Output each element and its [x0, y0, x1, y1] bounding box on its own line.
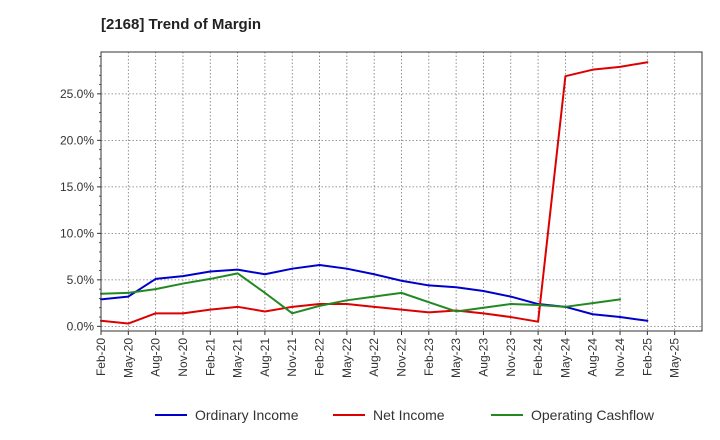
legend-label-net-income: Net Income: [373, 407, 445, 423]
x-tick-label: May-25: [668, 338, 682, 378]
x-tick-label: Aug-21: [258, 338, 272, 377]
x-tick-label: Nov-20: [176, 338, 190, 377]
plot-background: [101, 52, 702, 331]
chart-title: [2168] Trend of Margin: [101, 16, 262, 33]
x-tick-label: Nov-23: [504, 338, 518, 377]
series-line-net-income: [100, 61, 649, 325]
series-layer: [100, 61, 649, 325]
y-axis: 0.0% 5.0% 10.0% 15.0% 20.0% 25.0%: [60, 56, 101, 333]
x-tick-label: May-22: [340, 338, 354, 378]
x-tick-label: Nov-24: [613, 338, 627, 377]
x-tick-label: Feb-22: [313, 338, 327, 376]
y-tick-label: 0.0%: [67, 319, 95, 333]
x-tick-label: May-21: [231, 338, 245, 378]
y-tick-label: 10.0%: [60, 226, 94, 240]
legend-label-ordinary-income: Ordinary Income: [195, 407, 299, 423]
legend: Ordinary Income Net Income Operating Cashf…: [155, 407, 655, 423]
x-tick-label: May-20: [121, 338, 135, 378]
grid-layer: [101, 52, 702, 331]
x-tick-label: May-24: [558, 338, 572, 378]
x-tick-label: Feb-25: [640, 338, 654, 376]
legend-label-operating-cashflow: Operating Cashflow: [531, 407, 655, 423]
y-tick-label: 25.0%: [60, 87, 94, 101]
x-tick-label: Aug-24: [586, 338, 600, 377]
x-tick-label: Feb-23: [422, 338, 436, 376]
x-tick-label: Nov-22: [395, 338, 409, 377]
y-tick-label: 5.0%: [67, 273, 95, 287]
series-line-operating-cashflow: [100, 272, 622, 315]
x-tick-label: Feb-21: [203, 338, 217, 376]
x-tick-label: Feb-20: [94, 338, 108, 376]
y-tick-label: 20.0%: [60, 133, 94, 147]
x-tick-label: Aug-20: [149, 338, 163, 377]
x-tick-label: Aug-23: [476, 338, 490, 377]
x-tick-label: May-23: [449, 338, 463, 378]
x-tick-label: Aug-22: [367, 338, 381, 377]
y-tick-label: 15.0%: [60, 180, 94, 194]
x-tick-label: Nov-21: [285, 338, 299, 377]
x-axis: Feb-20 May-20 Aug-20 Nov-20 Feb-21 May-21 Aug-…: [94, 331, 682, 378]
x-tick-label: Feb-24: [531, 338, 545, 376]
